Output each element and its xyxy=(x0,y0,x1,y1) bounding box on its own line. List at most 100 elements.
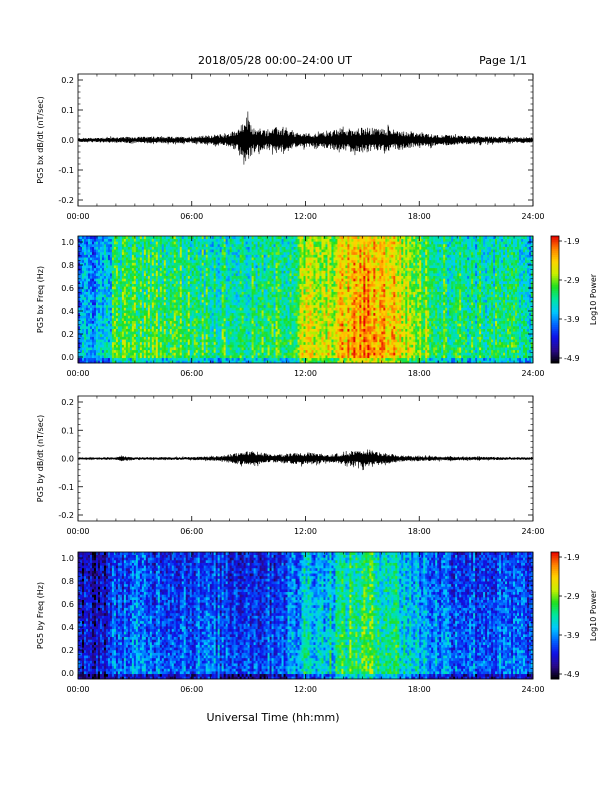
spectrogram-cell xyxy=(168,262,170,265)
spectrogram-cell xyxy=(260,318,262,321)
spectrogram-cell xyxy=(126,326,128,329)
spectrogram-cell xyxy=(164,310,166,313)
spectrogram-cell xyxy=(146,276,148,279)
spectrogram-cell xyxy=(114,310,116,313)
spectrogram-cell xyxy=(104,244,106,247)
spectrogram-cell xyxy=(218,300,220,303)
spectrogram-cell xyxy=(260,313,262,316)
spectrogram-cell xyxy=(240,239,242,242)
spectrogram-cell xyxy=(190,352,192,355)
spectrogram-cell xyxy=(94,307,96,310)
spectrogram-cell xyxy=(108,315,110,318)
spectrogram-cell xyxy=(204,300,206,303)
spectrogram-cell xyxy=(164,358,166,361)
spectrogram-cell xyxy=(104,284,106,287)
spectrogram-cell xyxy=(86,302,88,305)
spectrogram-cell xyxy=(200,307,202,310)
spectrogram-cell xyxy=(222,257,224,260)
spectrogram-cell xyxy=(250,270,252,273)
spectrogram-cell xyxy=(146,278,148,281)
spectrogram-cell xyxy=(142,265,144,268)
spectrogram-cell xyxy=(136,289,138,292)
spectrogram-cell xyxy=(222,276,224,279)
spectrogram-cell xyxy=(104,321,106,324)
spectrogram-cell xyxy=(214,337,216,340)
spectrogram-cell xyxy=(110,239,112,242)
spectrogram-cell xyxy=(160,358,162,361)
spectrogram-cell xyxy=(108,255,110,258)
spectrogram-cell xyxy=(196,236,198,239)
spectrogram-cell xyxy=(122,270,124,273)
spectrogram-cell xyxy=(126,278,128,281)
spectrogram-cell xyxy=(172,347,174,350)
spectrogram-cell xyxy=(278,326,280,329)
spectrogram-cell xyxy=(264,326,266,329)
spectrogram-cell xyxy=(110,300,112,303)
spectrogram-cell xyxy=(218,247,220,250)
spectrogram-cell xyxy=(232,342,234,345)
spectrogram-cell xyxy=(126,352,128,355)
spectrogram-cell xyxy=(150,249,152,252)
spectrogram-cell xyxy=(204,247,206,250)
spectrogram-cell xyxy=(178,300,180,303)
spectrogram-cell xyxy=(140,278,142,281)
spectrogram-cell xyxy=(210,300,212,303)
spectrogram-cell xyxy=(182,244,184,247)
spectrogram-cell xyxy=(240,350,242,353)
spectrogram-cell xyxy=(104,313,106,316)
spectrogram-cell xyxy=(256,236,258,239)
spectrogram-cell xyxy=(224,344,226,347)
spectrogram-cell xyxy=(268,307,270,310)
spectrogram-cell xyxy=(164,315,166,318)
spectrogram-cell xyxy=(268,260,270,263)
spectrogram-cell xyxy=(90,352,92,355)
spectrogram-cell xyxy=(110,326,112,329)
spectrogram-cell xyxy=(104,268,106,271)
spectrogram-cell xyxy=(122,239,124,242)
spectrogram-cell xyxy=(274,252,276,255)
spectrogram-cell xyxy=(158,286,160,289)
spectrogram-cell xyxy=(268,239,270,242)
spectrogram-cell xyxy=(122,244,124,247)
spectrogram-cell xyxy=(110,347,112,350)
spectrogram-cell xyxy=(204,310,206,313)
spectrogram-cell xyxy=(274,244,276,247)
spectrogram-cell xyxy=(278,323,280,326)
spectrogram-cell xyxy=(260,344,262,347)
spectrogram-cell xyxy=(274,273,276,276)
spectrogram-cell xyxy=(94,350,96,353)
spectrogram-cell xyxy=(126,331,128,334)
spectrogram-cell xyxy=(278,313,280,316)
spectrogram-cell xyxy=(140,276,142,279)
spectrogram-cell xyxy=(240,276,242,279)
spectrogram-cell xyxy=(232,270,234,273)
spectrogram-cell xyxy=(126,300,128,303)
spectrogram-cell xyxy=(154,302,156,305)
spectrogram-cell xyxy=(94,334,96,337)
spectrogram-cell xyxy=(100,313,102,316)
spectrogram-cell xyxy=(218,284,220,287)
spectrogram-cell xyxy=(256,334,258,337)
spectrogram-cell xyxy=(204,297,206,300)
spectrogram-cell xyxy=(172,260,174,263)
spectrogram-cell xyxy=(268,326,270,329)
spectrogram-cell xyxy=(164,270,166,273)
spectrogram-cell xyxy=(250,281,252,284)
spectrogram-cell xyxy=(164,255,166,258)
spectrogram-cell xyxy=(146,334,148,337)
spectrogram-cell xyxy=(196,302,198,305)
spectrogram-cell xyxy=(278,249,280,252)
spectrogram-cell xyxy=(108,236,110,239)
spectrogram-cell xyxy=(174,236,176,239)
spectrogram-cell xyxy=(122,323,124,326)
spectrogram-cell xyxy=(208,337,210,340)
spectrogram-cell xyxy=(114,305,116,308)
spectrogram-cell xyxy=(174,249,176,252)
spectrogram-cell xyxy=(178,294,180,297)
spectrogram-cell xyxy=(142,297,144,300)
spectrogram-cell xyxy=(174,260,176,263)
spectrogram-cell xyxy=(210,281,212,284)
spectrogram-cell xyxy=(160,355,162,358)
spectrogram-cell xyxy=(104,347,106,350)
spectrogram-cell xyxy=(274,310,276,313)
